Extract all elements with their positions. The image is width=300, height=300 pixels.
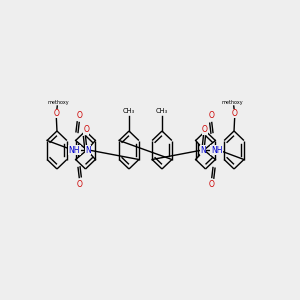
- Text: N: N: [200, 146, 206, 154]
- Text: N: N: [85, 146, 91, 154]
- Text: O: O: [83, 125, 89, 134]
- Text: O: O: [232, 109, 238, 118]
- Text: CH₃: CH₃: [123, 108, 135, 114]
- Text: O: O: [209, 180, 215, 189]
- Text: NH: NH: [69, 146, 80, 154]
- Text: O: O: [53, 109, 59, 118]
- Text: CH₃: CH₃: [156, 108, 168, 114]
- Text: methoxy: methoxy: [221, 100, 243, 105]
- Text: O: O: [209, 111, 215, 120]
- Text: O: O: [76, 111, 82, 120]
- Text: O: O: [76, 180, 82, 189]
- Text: methoxy: methoxy: [48, 100, 70, 105]
- Text: NH: NH: [211, 146, 222, 154]
- Text: O: O: [202, 125, 208, 134]
